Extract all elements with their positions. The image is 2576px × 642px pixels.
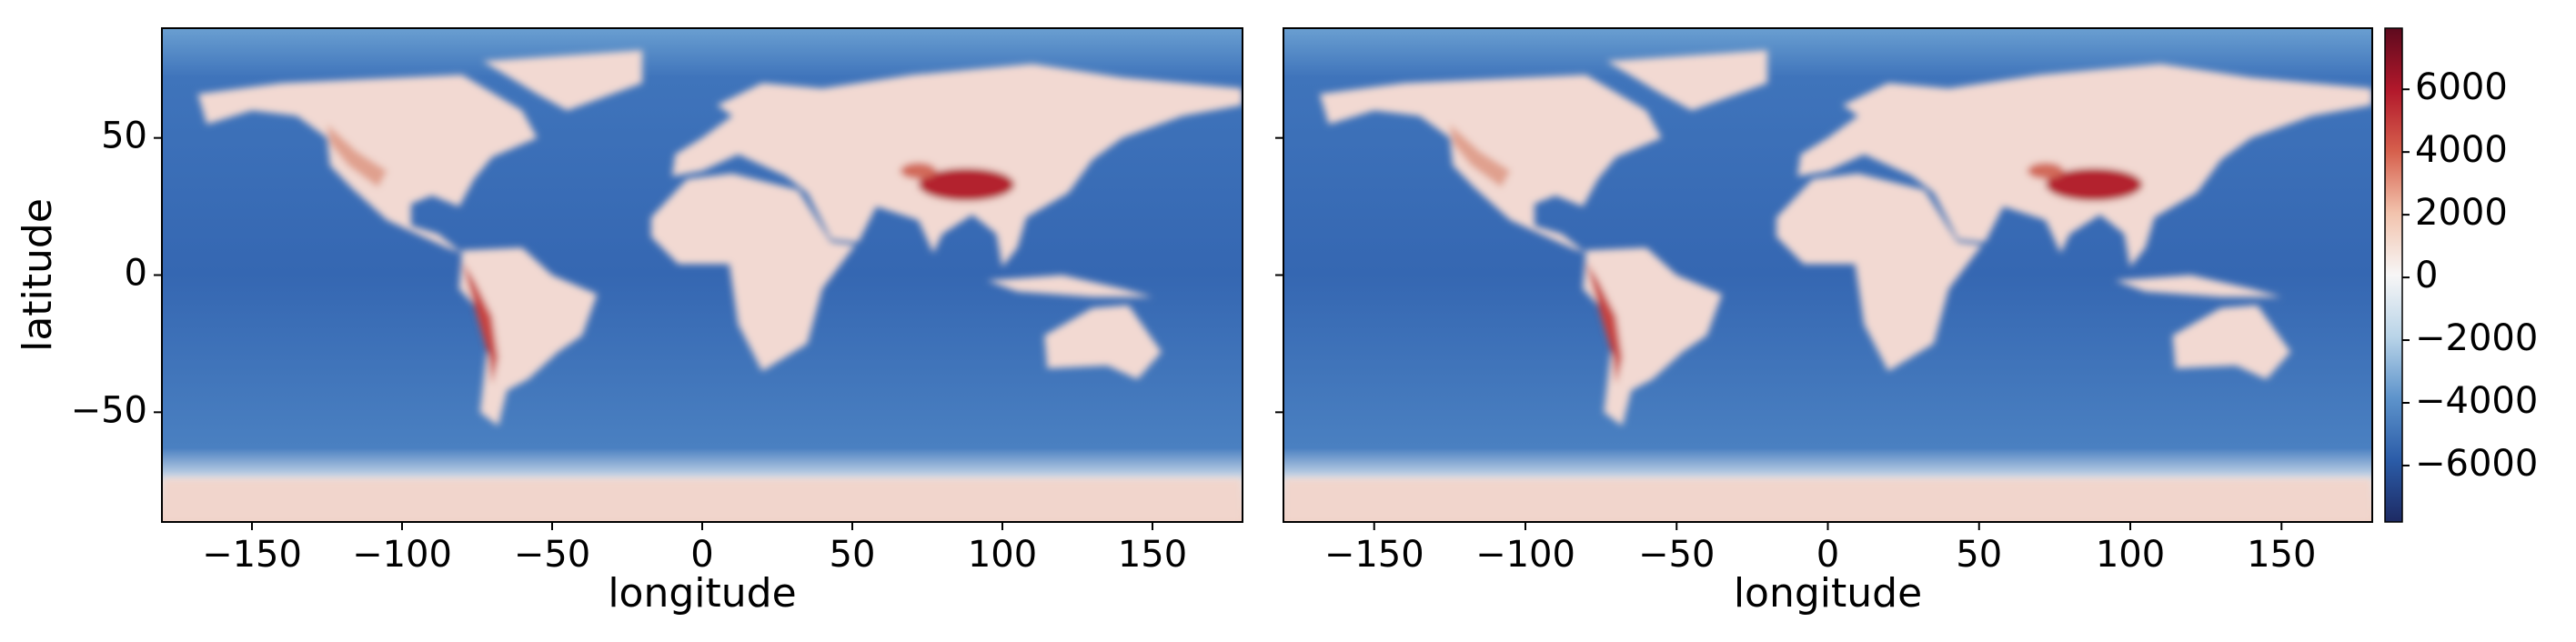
x-tick-label: −50 (514, 534, 590, 576)
colorbar-tick-label: 2000 (2415, 192, 2508, 234)
x-tick-label: 100 (2096, 534, 2165, 576)
x-axis-label: longitude (1734, 570, 1922, 617)
x-tick-label: −50 (1638, 534, 1715, 576)
colorbar-tick-label: 4000 (2415, 129, 2508, 171)
x-tick-label: 0 (1816, 534, 1839, 576)
x-axis-label: longitude (608, 570, 796, 617)
colorbar-tick-label: −4000 (2415, 380, 2538, 422)
x-tick-label: 0 (690, 534, 713, 576)
x-tick-label: −150 (1324, 534, 1424, 576)
heatmap-image (162, 28, 1243, 522)
y-tick-label: 50 (101, 115, 147, 157)
x-tick-label: −100 (352, 534, 452, 576)
colorbar-tick-label: 0 (2415, 255, 2438, 296)
colorbar-tick-label: −2000 (2415, 317, 2538, 359)
heatmap-image (1283, 28, 2372, 522)
x-tick-label: 50 (1956, 534, 2002, 576)
y-tick-label: −50 (71, 389, 147, 431)
x-tick-label: 100 (968, 534, 1037, 576)
y-axis-label: latitude (15, 198, 61, 352)
x-tick-label: 150 (1118, 534, 1187, 576)
map-panel (1283, 28, 2372, 522)
x-tick-label: 150 (2247, 534, 2316, 576)
colorbar-tick-label: 6000 (2415, 66, 2508, 108)
colorbar (2384, 27, 2403, 523)
x-tick-label: 50 (830, 534, 876, 576)
x-tick-label: −100 (1475, 534, 1575, 576)
x-tick-label: −150 (202, 534, 302, 576)
map-panel (162, 28, 1243, 522)
y-tick-label: 0 (125, 253, 147, 295)
colorbar-tick-label: −6000 (2415, 443, 2538, 485)
